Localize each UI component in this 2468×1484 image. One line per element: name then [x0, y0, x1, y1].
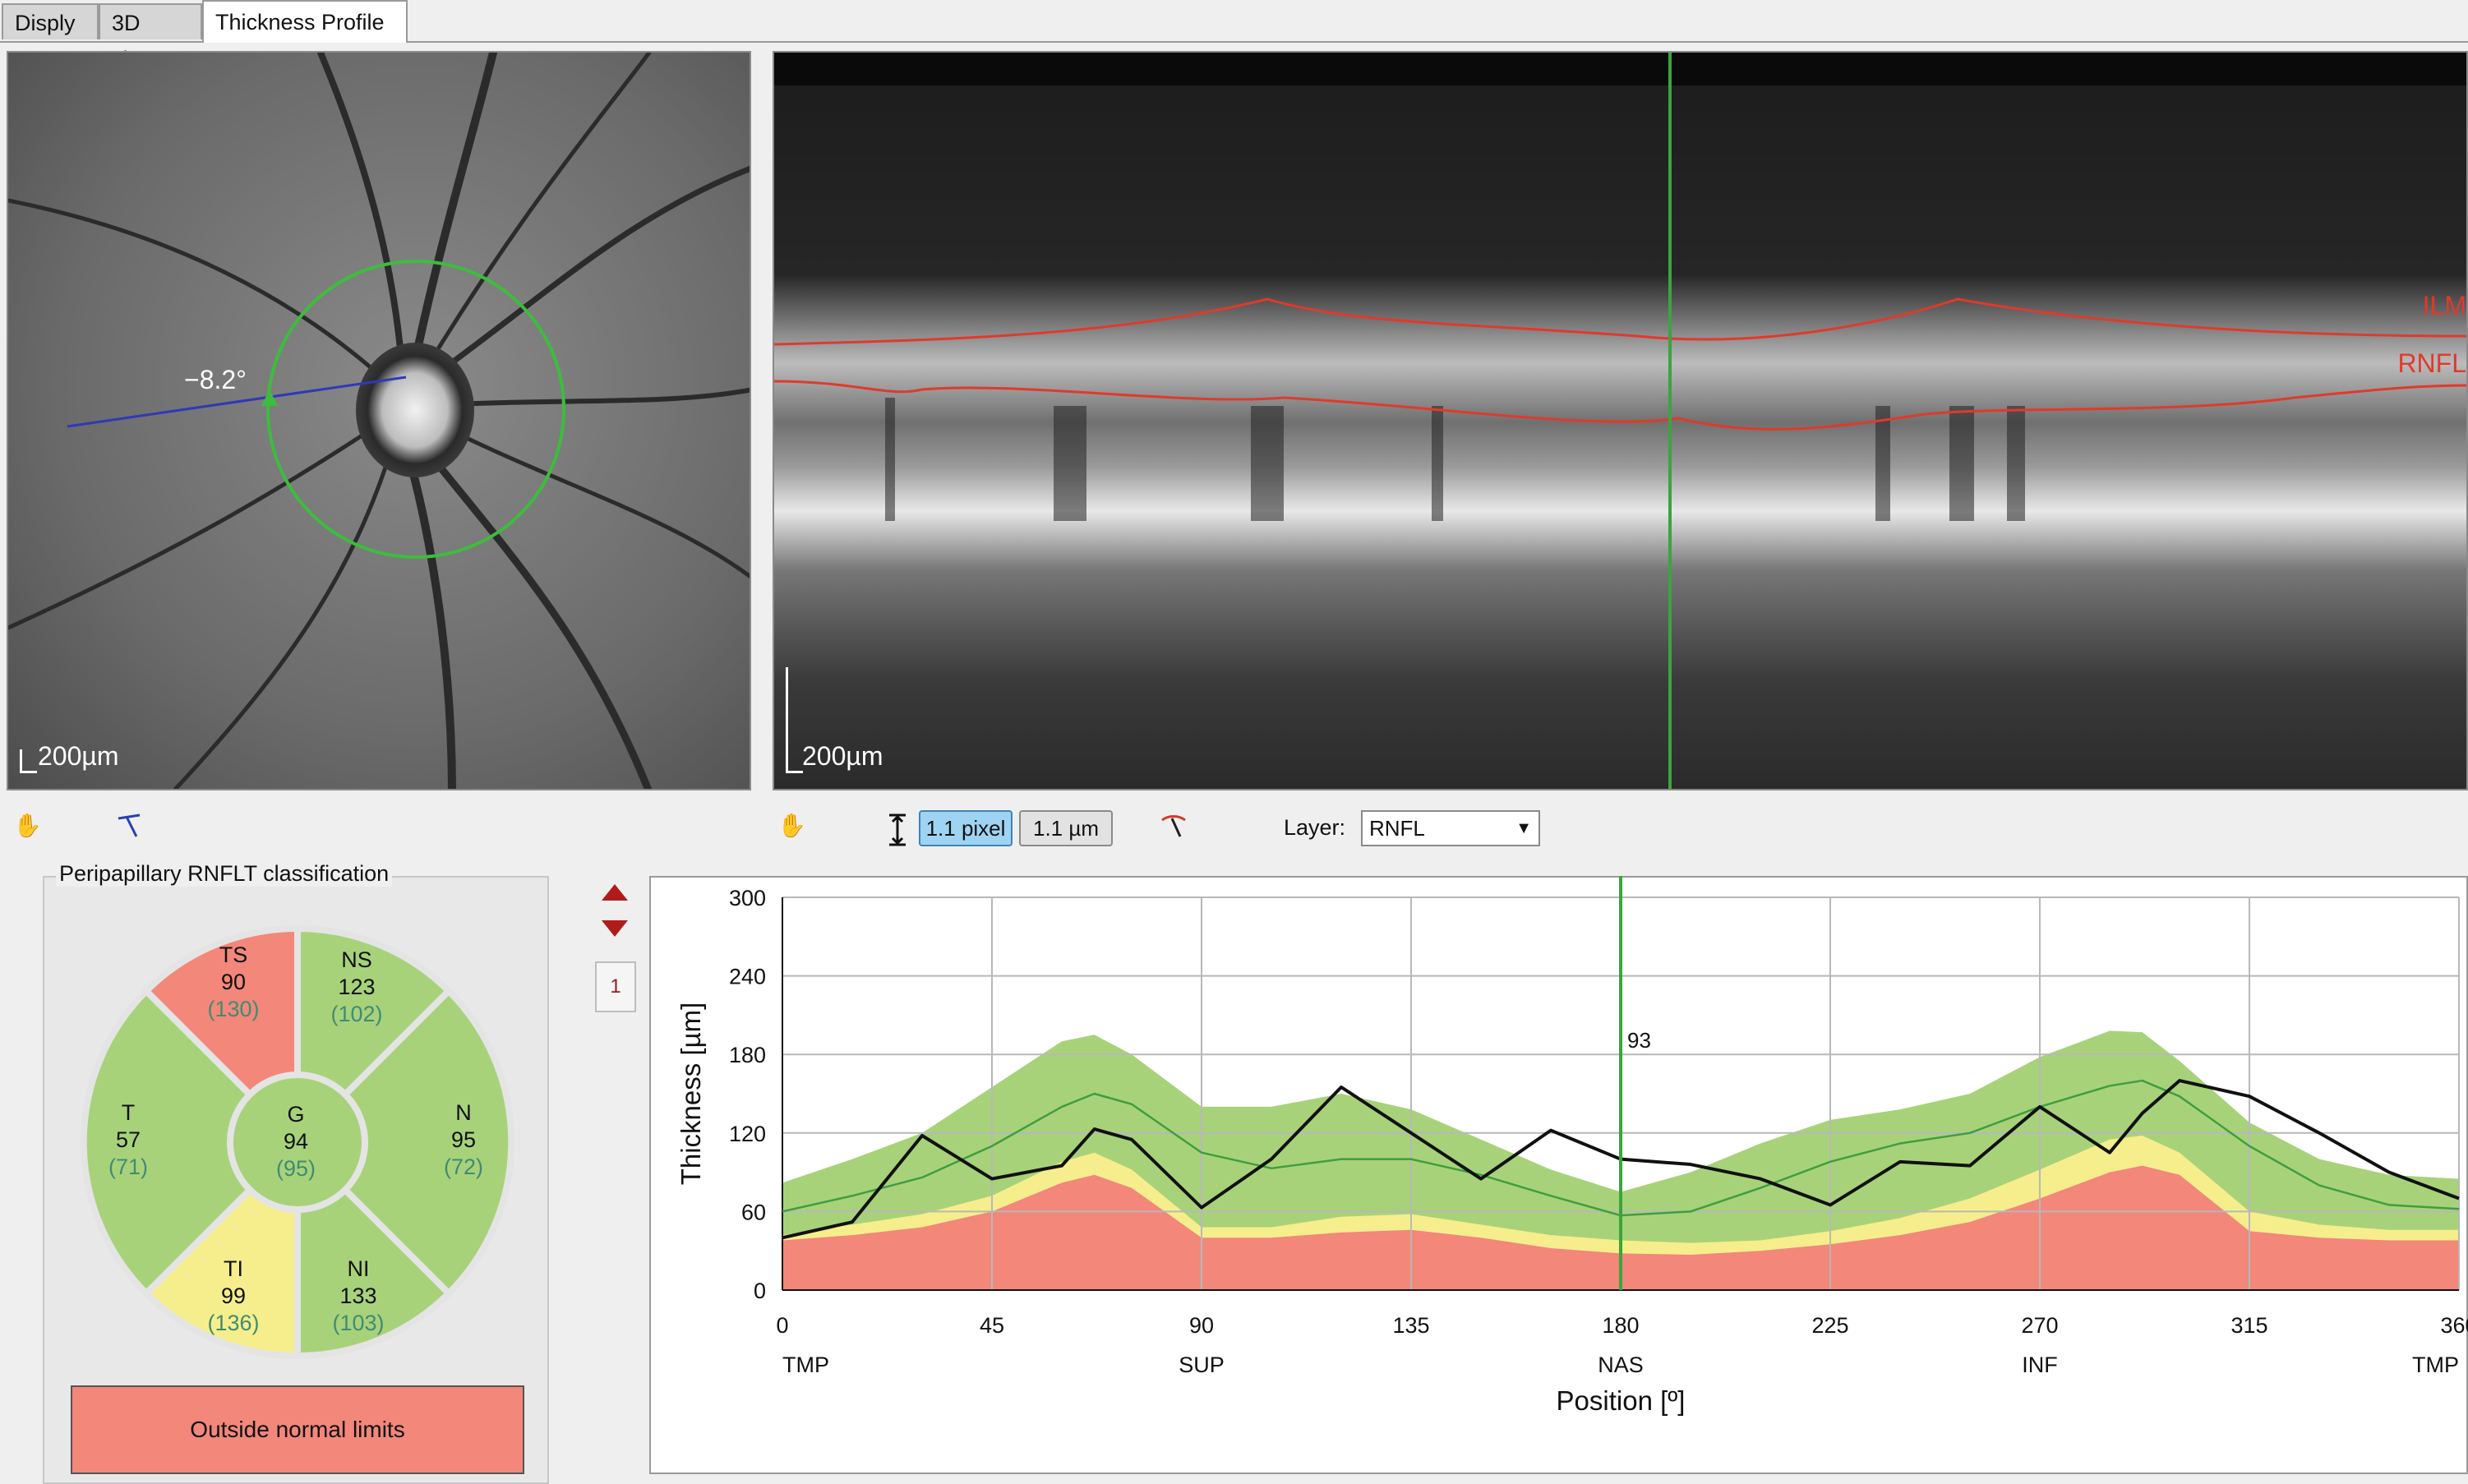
sector-ni-name: NI [347, 1256, 370, 1281]
sector-t[interactable] [80, 986, 302, 1298]
sector-ts-name: TS [219, 942, 248, 967]
layer-select-value: RNFL [1369, 816, 1425, 841]
layer-edit-icon[interactable] [1159, 812, 1190, 846]
sector-axis-label: TMP [782, 1353, 829, 1377]
fundus-angle-label: −8.2° [184, 365, 247, 394]
tab-bar-border [0, 41, 2468, 43]
fundus-render [8, 53, 750, 789]
sector-ts-text: TS 90 (130) [184, 942, 283, 1023]
x-tick-label: 0 [776, 1313, 788, 1338]
sector-g-name: G [287, 1102, 305, 1127]
bscan-scale-label: 200µm [802, 741, 883, 771]
x-tick-label: 270 [2021, 1313, 2058, 1338]
sector-n-text: N 95 (72) [414, 1099, 513, 1181]
x-tick-label: 180 [1602, 1313, 1639, 1338]
sector-t-value: 57 [115, 1127, 141, 1152]
x-axis-title: Position [º] [1557, 1385, 1686, 1416]
sector-g[interactable] [227, 1072, 368, 1213]
sector-n-name: N [455, 1100, 472, 1125]
y-tick-label: 180 [729, 1043, 766, 1067]
x-tick-label: 225 [1811, 1313, 1848, 1338]
sector-n-value: 95 [450, 1127, 477, 1152]
sector-ti-ref: (136) [207, 1311, 260, 1335]
x-tick-label: 360 [2440, 1313, 2468, 1338]
next-scan-arrow-icon[interactable] [602, 920, 628, 937]
sector-ts-value: 90 [220, 970, 247, 994]
y-tick-label: 120 [729, 1122, 766, 1146]
tab-thickness-profile[interactable]: Thickness Profile [202, 0, 408, 43]
rnfl-label: RNFL [2397, 348, 2466, 378]
vessel-shadows [885, 398, 2025, 521]
micron-scale-button[interactable]: 1.1 µm [1019, 810, 1113, 846]
bscan-render [774, 53, 2466, 789]
ilm-label: ILM [2422, 291, 2466, 320]
sector-ti-text: TI 99 (136) [184, 1256, 283, 1337]
sector-g-ref: (95) [275, 1156, 316, 1181]
thickness-profile-chart[interactable]: 0 45 90 135 180 225 270 315 360 0 60 120 180 240 300 TM… [649, 876, 2468, 1474]
y-tick-label: 240 [729, 965, 766, 989]
sector-axis-label: SUP [1179, 1353, 1225, 1377]
sector-diagram [80, 924, 515, 1360]
fundus-pointer-icon[interactable] [115, 812, 146, 846]
sector-t-name: T [121, 1100, 136, 1125]
vertical-scale-icon[interactable] [886, 812, 909, 854]
sector-t-ref: (71) [108, 1154, 148, 1179]
optic-disc [356, 343, 474, 477]
sector-ni-value: 133 [339, 1284, 377, 1308]
rnfl-boundary [774, 380, 2466, 431]
previous-scan-arrow-icon[interactable] [602, 884, 628, 901]
fundus-pan-hand-icon[interactable]: ✋ [13, 813, 42, 838]
y-tick-label: 0 [754, 1279, 766, 1303]
sector-g-value: 94 [283, 1129, 309, 1154]
x-tick-label: 90 [1189, 1313, 1214, 1338]
layer-select[interactable]: RNFL ▼ [1361, 810, 1540, 846]
ilm-boundary [774, 297, 2466, 346]
y-tick-label: 60 [741, 1200, 766, 1224]
sector-t-text: T 57 (71) [79, 1099, 178, 1181]
classification-result: Outside normal limits [71, 1385, 524, 1474]
y-tick-label: 300 [729, 886, 766, 910]
chevron-down-icon: ▼ [1515, 819, 1532, 837]
sector-ns-value: 123 [338, 975, 376, 999]
y-axis-title: Thickness [µm] [676, 1002, 706, 1186]
fundus-scale-label: 200µm [38, 741, 119, 771]
bscan-pan-hand-icon[interactable]: ✋ [777, 813, 806, 838]
fundus-image[interactable]: −8.2° 200µm [7, 51, 751, 790]
sector-axis-label: TMP [2412, 1353, 2459, 1377]
sector-n-ref: (72) [443, 1154, 483, 1179]
scan-start-marker[interactable] [261, 389, 278, 406]
sector-ns-text: NS 123 (102) [307, 947, 406, 1028]
sector-axis-label: INF [2022, 1353, 2058, 1377]
layer-label: Layer: [1284, 815, 1346, 840]
fundus-vessels [8, 53, 750, 789]
sector-axis-label: NAS [1598, 1353, 1644, 1377]
classification-title: Peripapillary RNFLT classification [56, 861, 393, 887]
sector-ti-value: 99 [220, 1284, 247, 1308]
sector-n[interactable] [293, 986, 515, 1298]
sector-g-text: G 94 (95) [247, 1101, 345, 1182]
pixel-scale-button[interactable]: 1.1 pixel [919, 810, 1013, 846]
scan-index: 1 [595, 961, 636, 1012]
sector-ti-name: TI [224, 1256, 243, 1281]
fundus-scale-bar [20, 749, 37, 773]
x-tick-label: 135 [1392, 1313, 1429, 1338]
x-tick-label: 315 [2230, 1313, 2267, 1338]
sector-ns-ref: (102) [330, 1002, 383, 1026]
scan-circle[interactable] [266, 260, 565, 559]
cursor-value-label: 93 [1627, 1028, 1651, 1053]
sector-ts-ref: (130) [207, 997, 260, 1021]
tab-display[interactable]: Disply [2, 3, 99, 39]
bscan-scale-bar [786, 667, 803, 773]
sector-ns-name: NS [341, 947, 372, 972]
x-tick-label: 45 [980, 1313, 1004, 1338]
bscan-image[interactable]: ILM RNFL 200µm [773, 51, 2468, 790]
sector-ni-ref: (103) [332, 1311, 385, 1335]
sector-ni-text: NI 133 (103) [309, 1256, 408, 1337]
tab-3d-view[interactable]: 3D view [99, 3, 202, 71]
scan-start-line [67, 376, 407, 428]
